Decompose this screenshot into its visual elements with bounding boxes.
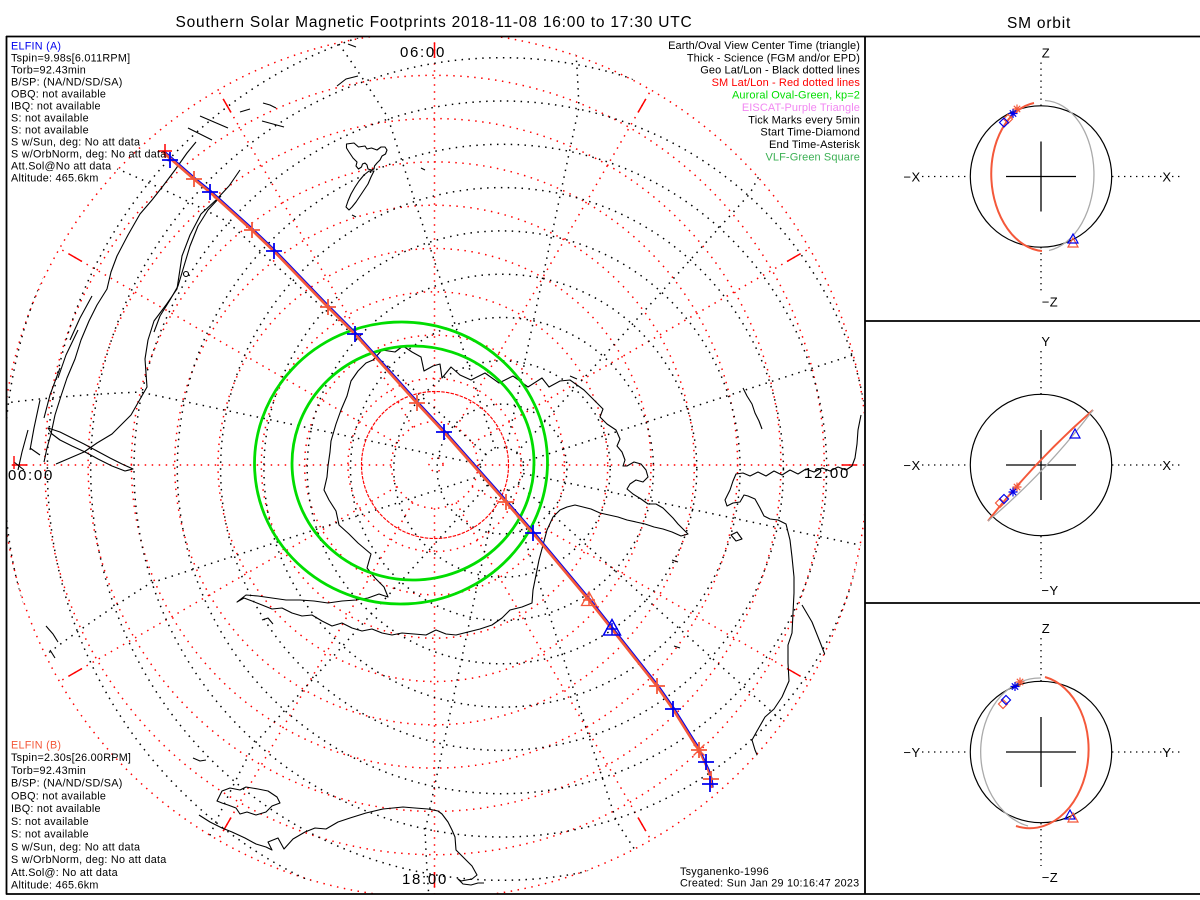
svg-text:IBQ: not available: IBQ: not available xyxy=(11,101,101,113)
svg-text:Geo Lat/Lon - Black dotted lin: Geo Lat/Lon - Black dotted lines xyxy=(700,65,860,77)
svg-text:Tspin=9.98s[6.011RPM]: Tspin=9.98s[6.011RPM] xyxy=(11,53,130,65)
svg-text:S w/OrbNorm, deg: No att data: S w/OrbNorm, deg: No att data xyxy=(11,854,166,866)
svg-text:−X: −X xyxy=(903,170,920,185)
svg-text:SM Lat/Lon - Red dotted lines: SM Lat/Lon - Red dotted lines xyxy=(712,77,861,89)
svg-text:VLF-Green Square: VLF-Green Square xyxy=(765,152,860,164)
svg-text:Auroral Oval-Green, kp=2: Auroral Oval-Green, kp=2 xyxy=(732,90,860,102)
svg-text:Tsyganenko-1996: Tsyganenko-1996 xyxy=(680,866,769,878)
svg-text:S: not available: S: not available xyxy=(11,816,89,828)
svg-text:End Time-Asterisk: End Time-Asterisk xyxy=(769,139,860,151)
svg-text:S w/Sun, deg: No att data: S w/Sun, deg: No att data xyxy=(11,137,140,149)
svg-text:IBQ: not available: IBQ: not available xyxy=(11,803,101,815)
svg-text:ELFIN (A): ELFIN (A) xyxy=(11,41,61,53)
svg-text:00:00: 00:00 xyxy=(8,467,54,484)
svg-text:Tspin=2.30s[26.00RPM]: Tspin=2.30s[26.00RPM] xyxy=(11,752,131,764)
svg-text:S w/OrbNorm, deg: No att data: S w/OrbNorm, deg: No att data xyxy=(11,149,166,161)
svg-text:Tick Marks every 5min: Tick Marks every 5min xyxy=(748,114,860,126)
svg-text:Z: Z xyxy=(1042,46,1050,61)
svg-text:−Z: −Z xyxy=(1042,870,1059,885)
svg-text:X: X xyxy=(1162,170,1171,185)
svg-text:Thick - Science (FGM and/or EP: Thick - Science (FGM and/or EPD) xyxy=(687,52,860,64)
svg-text:Earth/Oval View Center Time (t: Earth/Oval View Center Time (triangle) xyxy=(668,40,860,52)
svg-text:Torb=92.43min: Torb=92.43min xyxy=(11,765,86,777)
svg-text:Att.Sol@No att data: Att.Sol@No att data xyxy=(11,161,111,173)
svg-text:12:00: 12:00 xyxy=(804,465,850,482)
svg-text:SM orbit: SM orbit xyxy=(1007,15,1071,32)
svg-text:Altitude: 465.6km: Altitude: 465.6km xyxy=(11,880,99,892)
svg-text:S: not available: S: not available xyxy=(11,829,89,841)
svg-text:Y: Y xyxy=(1162,745,1171,760)
svg-text:Created: Sun Jan 29 10:16:47 2: Created: Sun Jan 29 10:16:47 2023 xyxy=(680,878,859,890)
svg-text:06:00: 06:00 xyxy=(400,44,446,61)
svg-text:S w/Sun, deg: No att data: S w/Sun, deg: No att data xyxy=(11,842,140,854)
svg-text:B/SP: (NA/ND/SD/SA): B/SP: (NA/ND/SD/SA) xyxy=(11,77,123,89)
svg-text:Torb=92.43min: Torb=92.43min xyxy=(11,65,86,77)
svg-text:B/SP: (NA/ND/SD/SA): B/SP: (NA/ND/SD/SA) xyxy=(11,778,123,790)
svg-text:X: X xyxy=(1162,458,1171,473)
svg-text:−Y: −Y xyxy=(903,745,920,760)
svg-text:−Z: −Z xyxy=(1042,295,1059,310)
svg-text:Y: Y xyxy=(1041,334,1050,349)
svg-text:Altitude: 465.6km: Altitude: 465.6km xyxy=(11,173,99,185)
svg-text:Start Time-Diamond: Start Time-Diamond xyxy=(760,127,860,139)
svg-text:18:00: 18:00 xyxy=(402,871,448,888)
svg-text:Southern Solar Magnetic Footpr: Southern Solar Magnetic Footprints 2018-… xyxy=(175,14,692,31)
svg-text:Att.Sol@: No att data: Att.Sol@: No att data xyxy=(11,867,118,879)
svg-text:EISCAT-Purple Triangle: EISCAT-Purple Triangle xyxy=(742,102,860,114)
svg-text:OBQ: not available: OBQ: not available xyxy=(11,791,106,803)
svg-text:Z: Z xyxy=(1042,621,1050,636)
svg-text:OBQ: not available: OBQ: not available xyxy=(11,89,106,101)
svg-text:ELFIN (B): ELFIN (B) xyxy=(11,740,61,752)
svg-text:−Y: −Y xyxy=(1041,583,1058,598)
svg-text:S: not available: S: not available xyxy=(11,125,89,137)
svg-text:S: not available: S: not available xyxy=(11,113,89,125)
svg-text:−X: −X xyxy=(903,458,920,473)
